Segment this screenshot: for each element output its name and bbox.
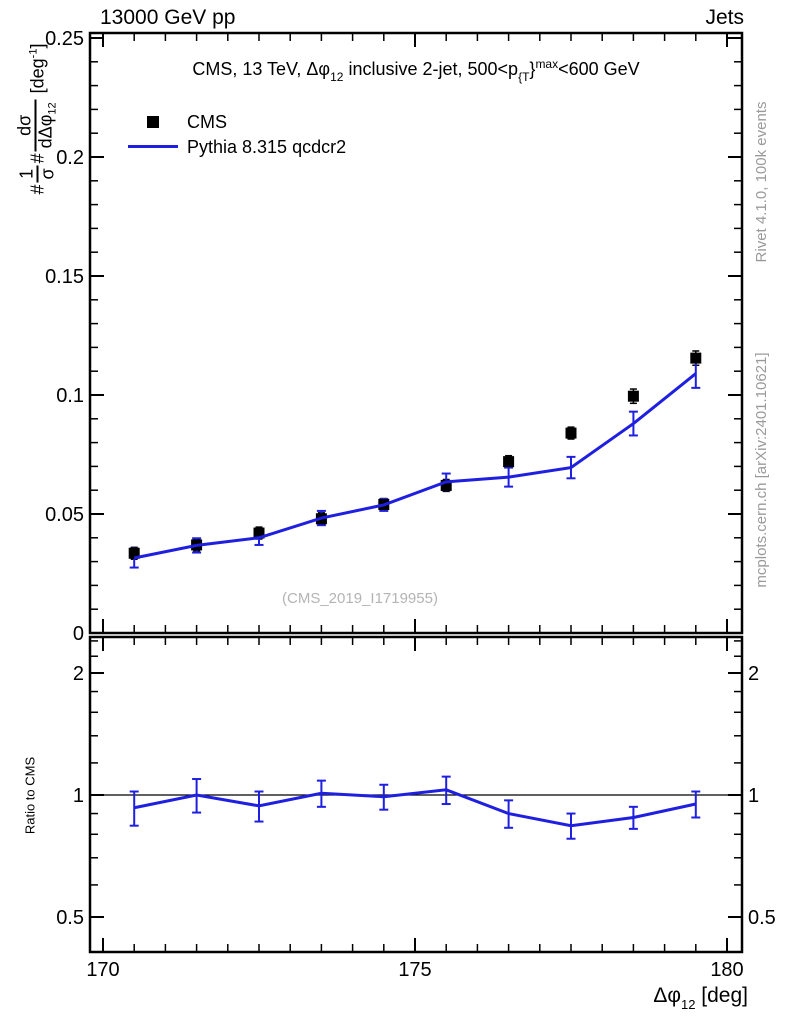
y-tick-label: 0 bbox=[73, 623, 84, 645]
title-phi: Δφ bbox=[306, 59, 331, 79]
ratio-tick-label-right: 0.5 bbox=[748, 907, 776, 929]
pythia-line bbox=[133, 372, 697, 560]
ylabel-frac2-den-text: dΔφ bbox=[35, 114, 56, 149]
y-tick-label: 0.2 bbox=[56, 147, 84, 169]
header-analysis-group: Jets bbox=[705, 6, 744, 29]
x-tick-label: 170 bbox=[86, 959, 119, 981]
title-brace: } bbox=[529, 59, 536, 79]
ylabel-hash2: # bbox=[27, 153, 47, 164]
y-tick-label: 0.15 bbox=[45, 266, 84, 288]
ratio-line bbox=[133, 788, 697, 828]
ylabel-frac2-den: dΔφ12 bbox=[35, 99, 60, 151]
ratio-tick-label-left: 0.5 bbox=[56, 907, 84, 929]
ratio-tick-label-right: 1 bbox=[748, 785, 759, 807]
title-phi-sub: 12 bbox=[330, 70, 344, 84]
ratio-tick-label-right: 2 bbox=[748, 663, 759, 685]
title-pt-sub: {T bbox=[518, 70, 530, 84]
cms-marker bbox=[627, 390, 639, 402]
y-tick-label: 0.1 bbox=[56, 385, 84, 407]
x-tick-label: 180 bbox=[710, 959, 743, 981]
ylabel-frac2-num: dσ bbox=[15, 99, 37, 152]
ylabel-units-close: ] bbox=[27, 43, 47, 49]
rivet-version-note: Rivet 4.1.0, 100k events bbox=[753, 101, 770, 263]
ratio-y-axis-title: Ratio to CMS bbox=[22, 756, 38, 835]
ylabel-units-open: [deg bbox=[27, 58, 47, 94]
mcplots-arxiv-note: mcplots.cern.ch [arXiv:2401.10621] bbox=[753, 352, 770, 588]
cms-marker bbox=[253, 527, 265, 539]
cms-marker bbox=[690, 352, 702, 364]
cms-marker bbox=[128, 547, 140, 559]
ylabel-units-exp: -1 bbox=[27, 48, 39, 59]
legend-label-cms: CMS bbox=[187, 112, 227, 132]
title-mid: inclusive 2-jet, 500<p bbox=[343, 59, 519, 79]
ylabel-frac2: dσ dΔφ12 bbox=[15, 99, 60, 152]
y-tick-label: 0.05 bbox=[45, 504, 84, 526]
plot-title: CMS, 13 TeV, Δφ12 inclusive 2-jet, 500<p… bbox=[90, 57, 742, 84]
xlabel-units: [deg] bbox=[695, 984, 748, 1007]
ylabel-hash1: # bbox=[27, 184, 47, 195]
main-ytick-labels: 0 0.05 0.1 0.15 0.2 0.25 bbox=[45, 28, 84, 645]
cms-marker bbox=[565, 427, 577, 439]
cms-marker bbox=[440, 479, 452, 491]
ylabel-frac1-num: 1 bbox=[17, 165, 39, 183]
ylabel-frac1: 1 σ bbox=[17, 165, 58, 183]
y-axis-title: # 1 σ # dσ dΔφ12 [deg-1] bbox=[12, 32, 64, 207]
header-beam-energy: 13000 GeV pp bbox=[100, 6, 236, 29]
legend-label-pythia: Pythia 8.315 qcdcr2 bbox=[187, 137, 347, 157]
title-text: CMS, 13 TeV, bbox=[192, 59, 307, 79]
ratio-tick-label-left: 1 bbox=[73, 785, 84, 807]
x-tick-label: 175 bbox=[398, 959, 431, 981]
ratio-tick-label-left: 2 bbox=[73, 663, 84, 685]
xlabel-sym: Δφ bbox=[653, 984, 681, 1007]
x-axis-title: Δφ12 [deg] bbox=[653, 984, 748, 1012]
title-max-sup: max bbox=[535, 57, 559, 71]
ylabel-frac2-den-sub: 12 bbox=[46, 102, 59, 115]
legend-marker-cms bbox=[147, 116, 159, 128]
ylabel-frac1-den: σ bbox=[37, 168, 58, 180]
ylabel-units: [deg-1] bbox=[27, 44, 48, 94]
legend-marker-pythia bbox=[128, 145, 178, 148]
title-post: <600 GeV bbox=[558, 59, 640, 79]
analysis-id-watermark: (CMS_2019_I1719955) bbox=[282, 590, 438, 607]
cms-marker bbox=[503, 456, 515, 468]
xlabel-sub: 12 bbox=[680, 997, 696, 1012]
y-tick-label: 0.25 bbox=[45, 28, 84, 50]
